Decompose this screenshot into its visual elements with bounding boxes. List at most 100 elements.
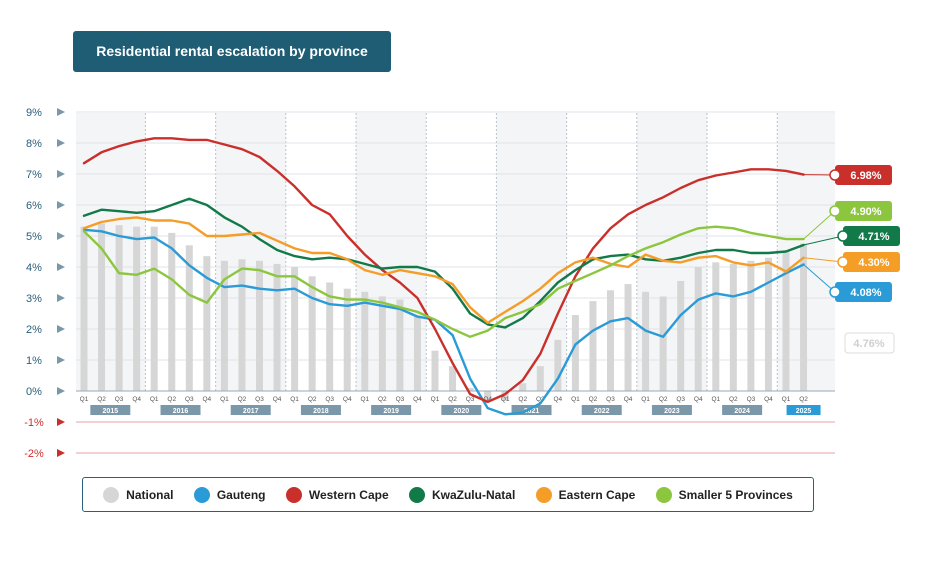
year-box [786, 405, 821, 415]
national-bar [115, 225, 123, 391]
year-box [581, 405, 622, 415]
quarter-label: Q1 [641, 396, 650, 403]
national-bar [571, 315, 579, 391]
end-label-dot [837, 230, 849, 242]
national-bar [273, 263, 281, 391]
y-tick-arrow [57, 139, 65, 147]
year-label: 2015 [103, 408, 119, 415]
national-label-text: 4.76% [853, 338, 884, 350]
national-bar [431, 350, 439, 391]
series-line-western-cape [82, 137, 805, 404]
legend-label: KwaZulu-Natal [431, 487, 516, 502]
national-bar [589, 301, 597, 391]
y-tick-arrow [57, 232, 65, 240]
legend-item: Smaller 5 Provinces [655, 486, 793, 503]
legend-swatch [408, 486, 425, 503]
y-tick-arrow [57, 387, 65, 395]
y-tick-arrow [57, 356, 65, 364]
end-label-box [843, 252, 900, 272]
national-bar [133, 226, 141, 391]
legend-item: Western Cape [285, 486, 389, 503]
national-bar [712, 262, 720, 391]
national-bar [624, 284, 632, 391]
quarter-label: Q3 [325, 396, 334, 403]
quarter-label: Q2 [659, 396, 668, 403]
series-line-eastern-cape [82, 216, 805, 324]
national-bar [185, 245, 193, 391]
year-label: 2022 [594, 408, 610, 415]
callout-line [803, 264, 836, 293]
chart-legend: National Gauteng Western Cape KwaZulu-Natal… [82, 477, 814, 512]
end-label-box [835, 165, 892, 185]
national-bar [782, 251, 790, 391]
year-box [230, 405, 271, 415]
quarter-label: Q1 [782, 396, 791, 403]
y-tick-label: 0% [26, 386, 42, 398]
quarter-label: Q1 [150, 396, 159, 403]
quarter-label: Q3 [466, 396, 475, 403]
end-label-box [835, 282, 892, 302]
quarter-label: Q1 [80, 396, 89, 403]
end-label-text: 4.71% [858, 231, 889, 243]
y-tick-label: 4% [26, 262, 42, 274]
national-bar [98, 223, 106, 391]
callout-line [803, 235, 844, 246]
national-bar [764, 257, 772, 391]
quarter-label: Q2 [518, 396, 527, 403]
year-box [722, 405, 763, 415]
y-tick-label: 5% [26, 231, 42, 243]
quarter-label: Q2 [589, 396, 598, 403]
year-label: 2019 [383, 408, 399, 415]
quarter-label: Q3 [185, 396, 194, 403]
callout-line [803, 257, 844, 263]
quarter-label: Q2 [308, 396, 317, 403]
quarter-label: Q4 [554, 396, 563, 403]
national-bar [607, 290, 614, 391]
national-bar [343, 288, 351, 391]
end-label-dot [829, 286, 841, 298]
quarter-label: Q1 [571, 396, 580, 403]
national-bar [150, 226, 158, 391]
legend-label: Gauteng [216, 487, 266, 502]
quarter-label: Q1 [360, 396, 369, 403]
national-bar [449, 366, 457, 391]
end-label-dot [837, 256, 849, 268]
national-bar [501, 391, 509, 401]
year-box [371, 405, 412, 415]
quarter-label: Q4 [132, 396, 141, 403]
national-bar [484, 391, 492, 401]
legend-swatch [193, 486, 210, 503]
legend-label: National [126, 487, 174, 502]
quarter-label: Q3 [676, 396, 685, 403]
national-bar [326, 282, 334, 391]
year-label: 2018 [313, 408, 329, 415]
y-tick-arrow [57, 263, 65, 271]
y-tick-arrow [57, 170, 65, 178]
year-box [511, 405, 552, 415]
national-bar [519, 383, 527, 391]
legend-swatch [655, 486, 672, 503]
legend-swatch [535, 486, 552, 503]
end-label-text: 4.08% [850, 287, 881, 299]
series-line-gauteng [82, 228, 805, 416]
end-label-dot [829, 169, 841, 181]
national-bar [203, 256, 211, 391]
y-tick-arrow [57, 325, 65, 333]
national-bar [466, 387, 474, 391]
quarter-label: Q4 [624, 396, 633, 403]
quarter-label: Q3 [747, 396, 756, 403]
y-tick-label: 7% [26, 169, 42, 181]
legend-item: Gauteng [193, 486, 266, 503]
national-bar [396, 299, 404, 391]
national-bar [378, 296, 386, 391]
chart-title: Residential rental escalation by provinc… [73, 31, 391, 72]
year-box [441, 405, 482, 415]
quarter-label: Q2 [167, 396, 176, 403]
end-label-dot [829, 205, 841, 217]
national-bar [308, 276, 316, 391]
y-tick-arrow [57, 418, 65, 426]
end-label-box [835, 201, 892, 221]
quarter-label: Q2 [378, 396, 387, 403]
y-tick-label: -2% [24, 448, 44, 460]
